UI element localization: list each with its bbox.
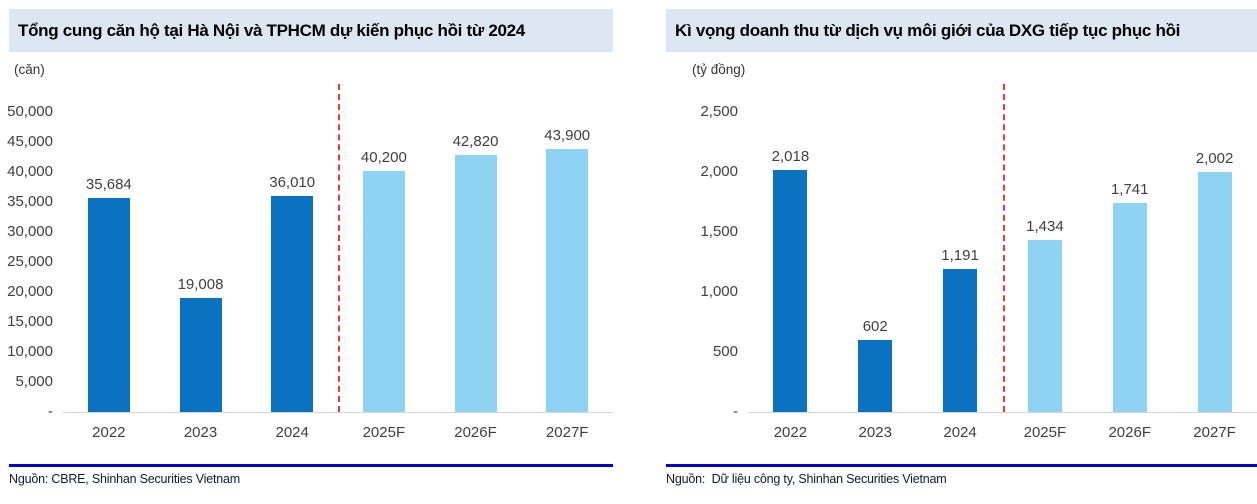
bar-2022 bbox=[773, 169, 808, 412]
x-axis-label-2024: 2024 bbox=[943, 424, 977, 441]
bar-2023 bbox=[858, 339, 893, 412]
plot-area: 2,018 602 1,191 1,434 1,741 2,002 bbox=[748, 84, 1257, 413]
x-axis-labels: 2022 2023 2024 2025F 2026F 2027F bbox=[666, 420, 1257, 446]
bar-value-label: 40,200 bbox=[360, 148, 407, 166]
x-axis-spacer bbox=[666, 420, 748, 446]
y-axis-tick: 50,000 bbox=[7, 103, 53, 120]
forecast-divider-line bbox=[338, 84, 340, 412]
bar-slot: 1,741 bbox=[1087, 102, 1172, 412]
bar-value-label: 2,018 bbox=[771, 147, 810, 165]
y-axis-tick: 5,000 bbox=[15, 373, 53, 390]
y-axis-tick: - bbox=[48, 403, 53, 420]
bar-value-label: 36,010 bbox=[269, 173, 316, 191]
bar-2024 bbox=[943, 269, 978, 412]
y-axis-unit-label: (tỷ đồng) bbox=[692, 62, 746, 77]
x-axis-label-2023: 2023 bbox=[858, 424, 892, 441]
x-axis-label-2026F: 2026F bbox=[1108, 424, 1151, 441]
y-axis-tick: 15,000 bbox=[7, 313, 53, 330]
y-axis-tick: 45,000 bbox=[7, 133, 53, 150]
x-axis-label-2027F: 2027F bbox=[545, 424, 589, 441]
bar-value-label: 1,434 bbox=[1026, 217, 1064, 235]
y-axis-tick: 1,000 bbox=[700, 283, 738, 300]
bar-value-label: 1,741 bbox=[1110, 181, 1149, 199]
bar-slot: 43,900 bbox=[521, 102, 613, 412]
x-axis-label-2026F: 2026F bbox=[454, 424, 497, 441]
x-axis-label-2025F: 2025F bbox=[1023, 424, 1067, 441]
y-axis-tick: 1,500 bbox=[700, 223, 738, 240]
bar-2025F bbox=[362, 170, 405, 412]
bar-slot: 42,820 bbox=[430, 102, 522, 412]
bar-value-label: 19,008 bbox=[177, 275, 224, 293]
bar-2022 bbox=[87, 197, 130, 412]
bar-slot: 2,002 bbox=[1172, 102, 1257, 412]
y-axis-unit-label: (căn) bbox=[14, 62, 45, 77]
bar-2027F bbox=[546, 148, 589, 412]
bar-slot: 19,008 bbox=[155, 102, 247, 412]
y-axis: 2,500 2,000 1,500 1,000 500 - bbox=[666, 102, 748, 420]
bar-chart: 2,500 2,000 1,500 1,000 500 - 2,018 602 1,191 1,4… bbox=[666, 84, 1257, 420]
footer-divider-rule bbox=[666, 464, 1257, 467]
bar-value-label: 1,191 bbox=[941, 247, 979, 265]
x-axis-label-2023: 2023 bbox=[183, 424, 218, 441]
y-axis-tick: 25,000 bbox=[7, 253, 53, 270]
bar-slot: 1,434 bbox=[1002, 102, 1087, 412]
bar-2023 bbox=[179, 297, 222, 412]
source-note: Nguồn: Dữ liệu công ty, Shinhan Securiti… bbox=[666, 472, 947, 486]
bar-2026F bbox=[454, 155, 497, 412]
x-axis-spacer bbox=[9, 420, 63, 446]
chart-title: Kì vọng doanh thu từ dịch vụ môi giới củ… bbox=[666, 9, 1257, 52]
x-axis-label-2025F: 2025F bbox=[362, 424, 406, 441]
bar-2025F bbox=[1027, 239, 1062, 412]
y-axis-tick: - bbox=[733, 403, 738, 420]
y-axis-tick: 2,500 bbox=[700, 103, 738, 120]
bar-value-label: 42,820 bbox=[452, 133, 499, 151]
bar-value-label: 2,002 bbox=[1195, 149, 1234, 167]
bar-value-label: 602 bbox=[862, 317, 888, 335]
source-note: Nguồn: CBRE, Shinhan Securities Vietnam bbox=[9, 472, 240, 486]
bar-value-label: 43,900 bbox=[544, 126, 591, 144]
chart-panel-apartment-supply: Tổng cung căn hộ tại Hà Nội và TPHCM dự … bbox=[7, 9, 613, 504]
y-axis-tick: 40,000 bbox=[7, 163, 53, 180]
bar-slot: 36,010 bbox=[246, 102, 338, 412]
plot-area: 35,684 19,008 36,010 40,200 42,820 43,900 bbox=[63, 84, 613, 413]
bar-value-label: 35,684 bbox=[85, 175, 132, 193]
y-axis-tick: 500 bbox=[712, 343, 738, 360]
x-axis-label-2022: 2022 bbox=[92, 424, 126, 441]
y-axis-tick: 30,000 bbox=[7, 223, 53, 240]
bar-2026F bbox=[1112, 203, 1147, 412]
y-axis-tick: 2,000 bbox=[700, 163, 738, 180]
bar-chart: 50,000 45,000 40,000 35,000 30,000 25,000 20,0… bbox=[7, 84, 613, 420]
footer-divider-rule bbox=[9, 464, 613, 467]
chart-panel-brokerage-revenue: Kì vọng doanh thu từ dịch vụ môi giới củ… bbox=[666, 9, 1257, 504]
bar-slot: 2,018 bbox=[748, 102, 833, 412]
y-axis-tick: 35,000 bbox=[7, 193, 53, 210]
y-axis-tick: 10,000 bbox=[7, 343, 53, 360]
x-axis-label-2027F: 2027F bbox=[1193, 424, 1236, 441]
bar-slot: 40,200 bbox=[338, 102, 430, 412]
bar-slot: 35,684 bbox=[63, 102, 155, 412]
x-axis-label-2022: 2022 bbox=[773, 424, 808, 441]
y-axis-tick: 20,000 bbox=[7, 283, 53, 300]
chart-title: Tổng cung căn hộ tại Hà Nội và TPHCM dự … bbox=[9, 9, 613, 52]
y-axis: 50,000 45,000 40,000 35,000 30,000 25,000 20,0… bbox=[7, 102, 63, 420]
x-axis-labels: 2022 2023 2024 2025F 2026F 2027F bbox=[9, 420, 613, 446]
bar-slot: 602 bbox=[833, 102, 918, 412]
bar-2027F bbox=[1197, 171, 1232, 412]
forecast-divider-line bbox=[1002, 84, 1005, 412]
bar-slot: 1,191 bbox=[918, 102, 1003, 412]
bar-2024 bbox=[271, 195, 314, 412]
x-axis-label-2024: 2024 bbox=[275, 424, 309, 441]
